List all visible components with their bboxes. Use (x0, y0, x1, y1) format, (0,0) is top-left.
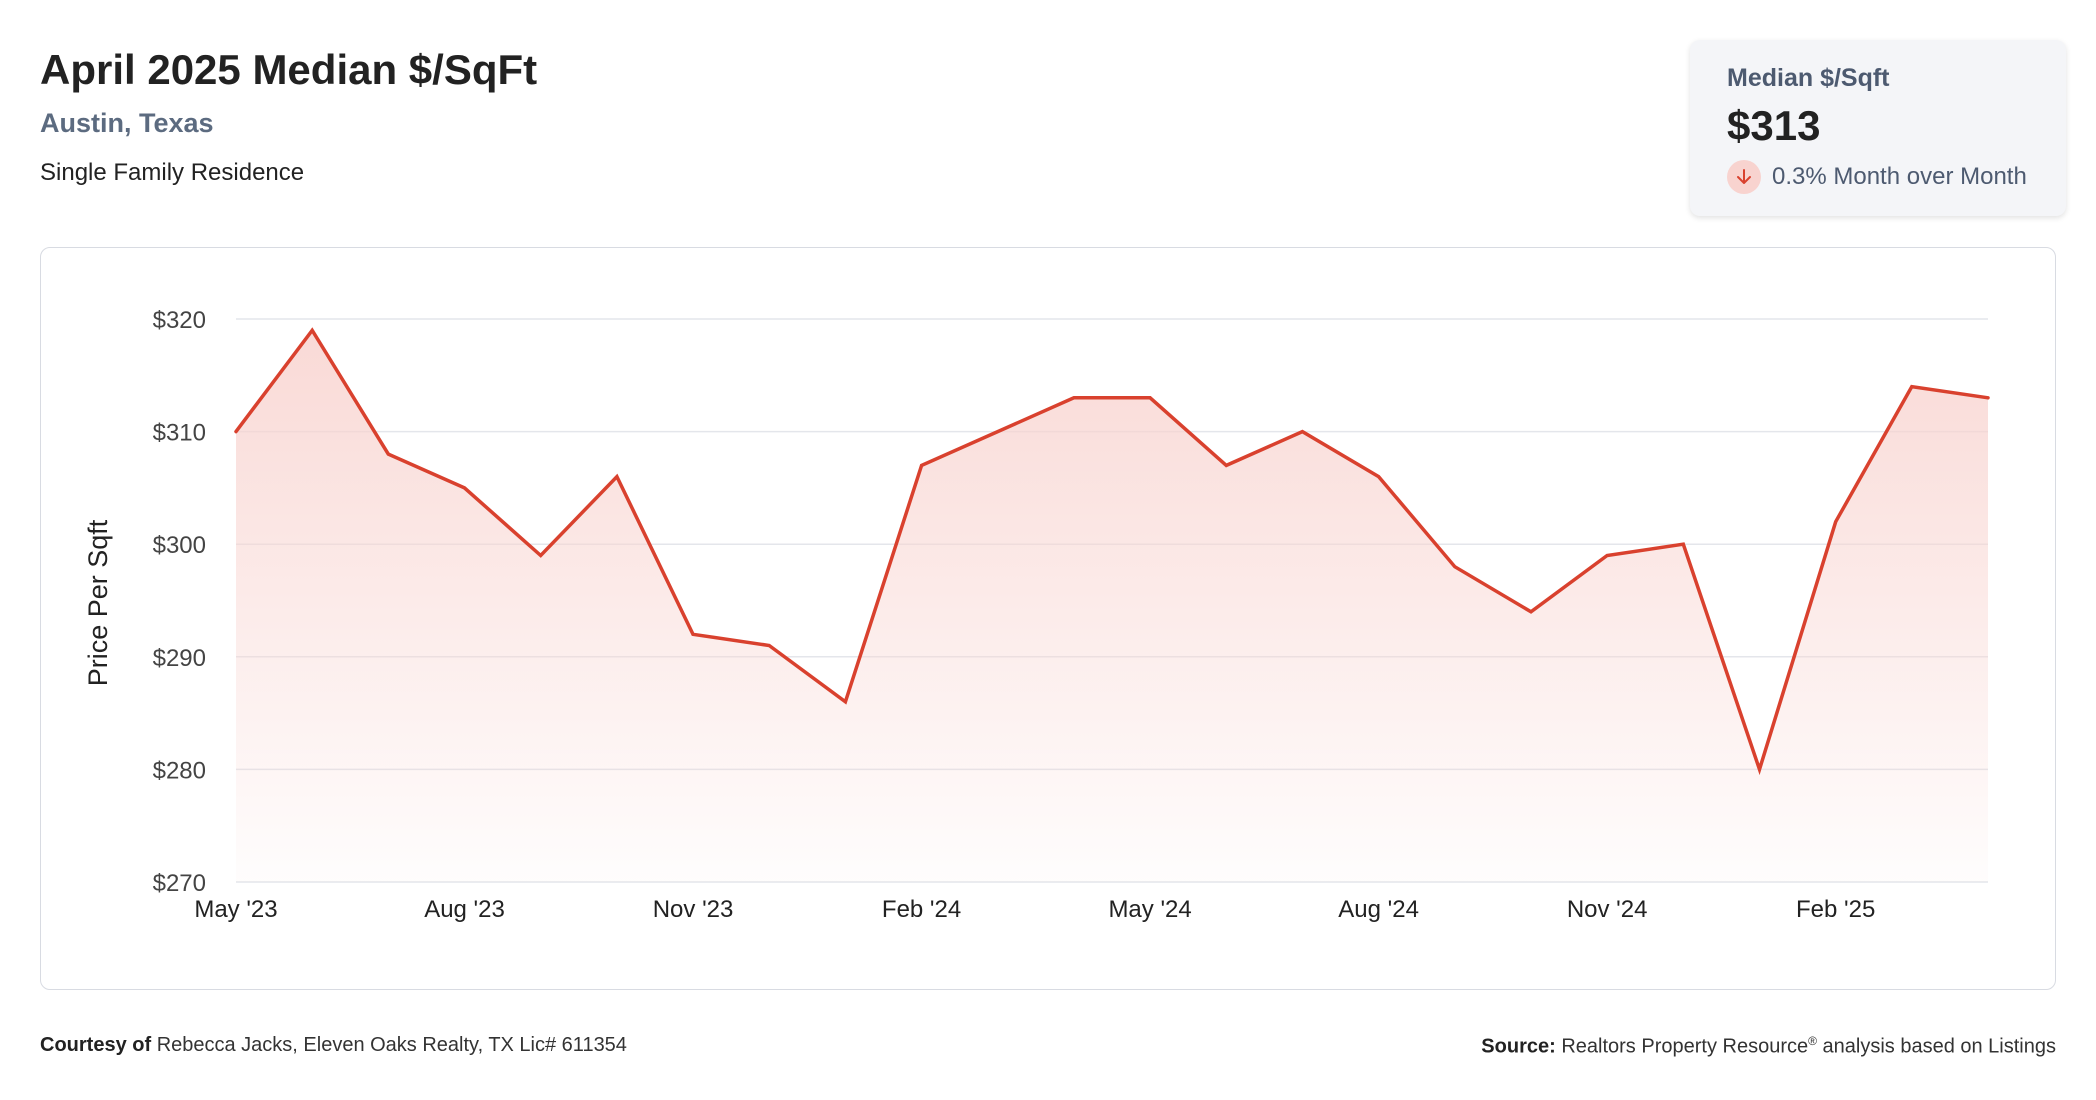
kpi-change-text: 0.3% Month over Month (1772, 163, 2027, 190)
source-text: Realtors Property Resource (1561, 1035, 1809, 1058)
page-title: April 2025 Median $/SqFt (40, 46, 538, 93)
y-tick-label: $310 (153, 420, 206, 447)
source-text-tail: analysis based on Listings (1816, 1035, 2057, 1058)
series-line (234, 327, 1990, 776)
y-tick-label: $300 (153, 532, 206, 559)
x-tick-label: May '24 (1108, 896, 1191, 923)
arrow-down-icon (1727, 160, 1761, 194)
chart-card: $320 $310 $300 $290 $280 $270 May '23 Aug '23 N… (40, 247, 2056, 990)
y-tick-label: $270 (153, 870, 206, 897)
median-price-chart: $320 $310 $300 $290 $280 $270 May '23 Aug '23 N… (83, 307, 1990, 923)
x-tick-label: Aug '23 (424, 896, 505, 923)
courtesy-label: Courtesy of (40, 1034, 152, 1056)
property-type-label: Single Family Residence (40, 159, 305, 186)
y-tick-label: $290 (153, 645, 206, 672)
source-label: Source: (1481, 1035, 1556, 1058)
kpi-value: $313 (1727, 102, 1821, 149)
kpi-card: Median $/Sqft $313 0.3% Month over Month (1690, 40, 2066, 216)
x-tick-label: May '23 (194, 896, 277, 923)
source-footer: Source: Realtors Property Resource® anal… (1481, 1034, 2056, 1059)
series-area (236, 330, 1988, 882)
x-tick-label: Feb '25 (1796, 896, 1875, 923)
y-tick-label: $320 (153, 307, 206, 334)
y-axis-label: Price Per Sqft (83, 519, 113, 686)
x-tick-label: Nov '23 (653, 896, 734, 923)
courtesy-text: Rebecca Jacks, Eleven Oaks Realty, TX Li… (156, 1034, 627, 1056)
kpi-change: 0.3% Month over Month (1727, 160, 2027, 194)
courtesy-footer: Courtesy of Rebecca Jacks, Eleven Oaks R… (40, 1034, 627, 1057)
x-tick-label: Aug '24 (1338, 896, 1419, 923)
location-subtitle: Austin, Texas (40, 108, 214, 138)
kpi-label: Median $/Sqft (1727, 64, 1890, 92)
registered-mark: ® (1808, 1034, 1817, 1048)
y-tick-label: $280 (153, 757, 206, 784)
x-tick-label: Feb '24 (882, 896, 961, 923)
x-tick-label: Nov '24 (1567, 896, 1648, 923)
